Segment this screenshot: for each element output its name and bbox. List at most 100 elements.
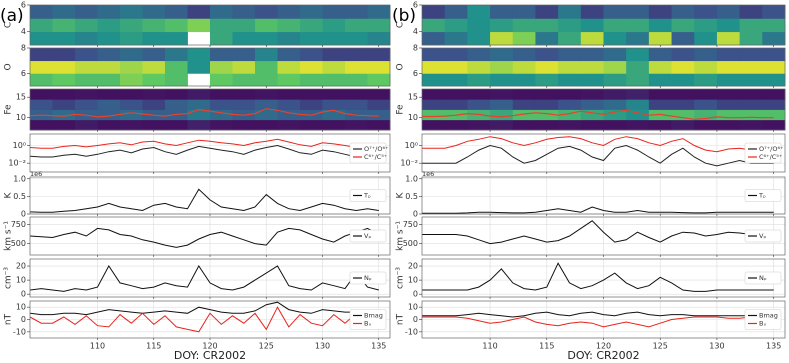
heatmap-cell (232, 48, 256, 62)
heatmap-cell (762, 31, 786, 46)
offset-label: 1e6 (422, 170, 434, 178)
heatmap-cell (210, 73, 233, 87)
heatmap-cell (97, 99, 121, 110)
heatmap-cell (30, 31, 53, 46)
heatmap-cell (97, 5, 121, 19)
heatmap-cell (367, 60, 391, 74)
heatmap-cell (603, 18, 627, 33)
heatmap-cell (694, 5, 718, 19)
y-tick-label: 0.5 (13, 192, 26, 201)
heatmap-cell (467, 73, 491, 87)
y-axis-label: Fe (396, 104, 406, 115)
y-tick-label: 0 (21, 315, 26, 324)
heatmap-cell (187, 99, 211, 110)
heatmap-cell (97, 60, 121, 74)
heatmap-cell (716, 73, 741, 87)
heatmap-cell (580, 119, 604, 131)
heatmap-cell (345, 5, 368, 19)
heatmap-cell (75, 31, 98, 46)
legend-box (349, 229, 387, 243)
panel: Tₚ 1e6 0 0.5 1.0 K (396, 170, 786, 219)
heatmap-cell (322, 89, 346, 100)
heatmap-cell (210, 60, 233, 74)
heatmap-cell (648, 99, 672, 110)
y-tick-label: 500 (403, 239, 418, 248)
y-axis-label: cm⁻³ (4, 267, 14, 289)
heatmap-cell (165, 73, 188, 87)
heatmap-cell (671, 109, 695, 121)
y-tick-label: 10⁰ (405, 141, 418, 150)
legend-box (349, 189, 387, 202)
heatmap-cell (255, 99, 278, 110)
heatmap-cell (142, 48, 166, 62)
heatmap-cell (444, 18, 468, 33)
heatmap-cell (52, 31, 76, 46)
heatmap-cell (694, 48, 718, 62)
heatmap-cell (52, 48, 76, 62)
y-tick-label: 20 (16, 262, 26, 271)
panel: 4 6 C (4, 1, 391, 47)
panel: 4 6 C (396, 1, 786, 47)
heatmap-cell (535, 31, 559, 46)
legend-box (744, 229, 782, 243)
heatmap-cell (739, 31, 763, 46)
y-tick-label: 0 (413, 210, 418, 219)
x-tick-label: 125 (259, 342, 274, 351)
heatmap-cell (97, 89, 121, 100)
y-tick-label: -10 (405, 327, 418, 336)
heatmap-cell (490, 48, 514, 62)
heatmap-cell (322, 18, 346, 33)
heatmap-cell (444, 31, 468, 46)
heatmap-cell (535, 48, 559, 62)
series-line (30, 306, 380, 333)
panel: Tₚ 1e6 0 0.5 1.0 K (4, 170, 391, 219)
heatmap-cell (120, 99, 143, 110)
heatmap-cell (739, 109, 763, 121)
heatmap-cell (603, 31, 627, 46)
heatmap-cell (490, 5, 514, 19)
heatmap-cell (444, 5, 468, 19)
y-tick-label: 4 (21, 27, 26, 36)
heatmap-cell (210, 18, 233, 33)
legend-label: Vₚ (364, 232, 371, 240)
series-line (422, 144, 774, 167)
heatmap-cell (490, 99, 514, 110)
heatmap-cell (535, 109, 559, 121)
heatmap-cell (558, 18, 582, 33)
heatmap-cell (277, 48, 301, 62)
heatmap-cell (512, 31, 536, 46)
heatmap-cell (444, 99, 468, 110)
x-tick-label: 120 (202, 342, 217, 351)
y-tick-label: 10 (408, 113, 418, 122)
heatmap-cell (716, 119, 741, 131)
heatmap-cell (558, 5, 582, 19)
y-tick-label: 0 (413, 290, 418, 299)
heatmap-cell (345, 99, 368, 110)
heatmap-cell (580, 109, 604, 121)
heatmap-cell (739, 119, 763, 131)
heatmap-cell (30, 5, 53, 19)
heatmap-cell (535, 99, 559, 110)
heatmap-cell (187, 18, 211, 33)
heatmap-cell (75, 73, 98, 87)
heatmap-cell (187, 89, 211, 100)
panel-label: (a) (0, 6, 24, 26)
heatmap-cell (603, 89, 627, 100)
heatmap-cell (52, 60, 76, 74)
y-axis-label: O (4, 63, 14, 70)
heatmap-cell (512, 109, 536, 121)
legend-box (744, 271, 782, 285)
series-line (30, 301, 379, 316)
heatmap-cell (558, 109, 582, 121)
heatmap-cell (210, 5, 233, 19)
heatmap-cell (322, 73, 346, 87)
heatmap-cell (165, 48, 188, 62)
heatmap-cell (120, 18, 143, 33)
heatmap-cell (345, 48, 368, 62)
heatmap-cell (671, 60, 695, 74)
heatmap-cell (422, 31, 446, 46)
heatmap-cell (367, 31, 391, 46)
heatmap-cell (187, 60, 211, 74)
heatmap-cell (558, 89, 582, 100)
